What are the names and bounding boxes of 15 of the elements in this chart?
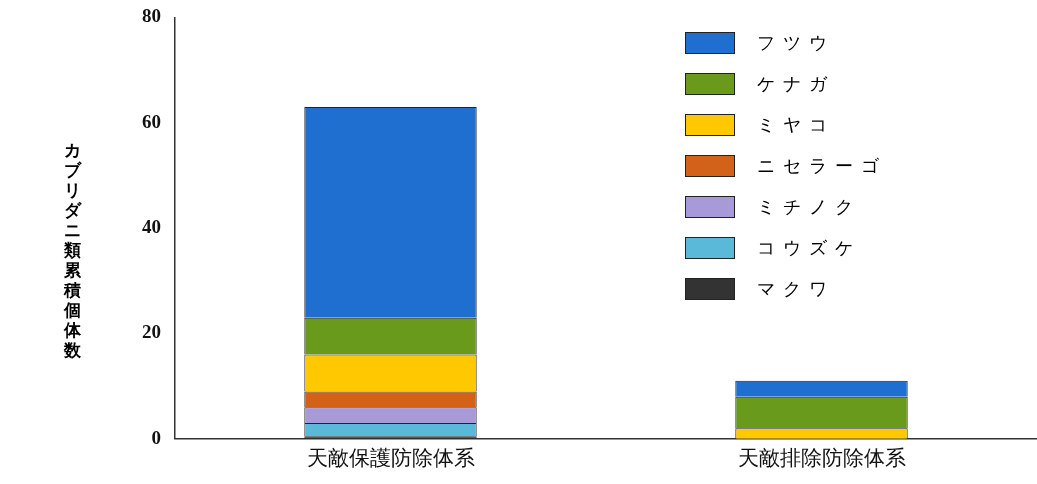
x-tick-label: 天敵保護防除体系: [306, 445, 475, 470]
legend-label: フツウ: [757, 30, 835, 55]
legend-label: コウズケ: [757, 235, 861, 260]
legend-label: ミヤコ: [757, 112, 835, 137]
legend-label: ミチノク: [757, 194, 861, 219]
y-tick-label: 20: [142, 321, 161, 343]
y-tick-label: 40: [142, 216, 161, 238]
y-tick-label: 80: [142, 5, 161, 27]
legend-label: ケナガ: [757, 71, 835, 96]
legend-label: ニセラーゴ: [757, 153, 887, 178]
y-tick-label: 60: [142, 110, 161, 132]
y-tick-label: 0: [151, 426, 161, 448]
legend-label: マクワ: [757, 276, 835, 301]
x-tick-label: 天敵排除防除体系: [737, 445, 906, 470]
text: カブリダニ類累積個体数: [63, 140, 81, 360]
